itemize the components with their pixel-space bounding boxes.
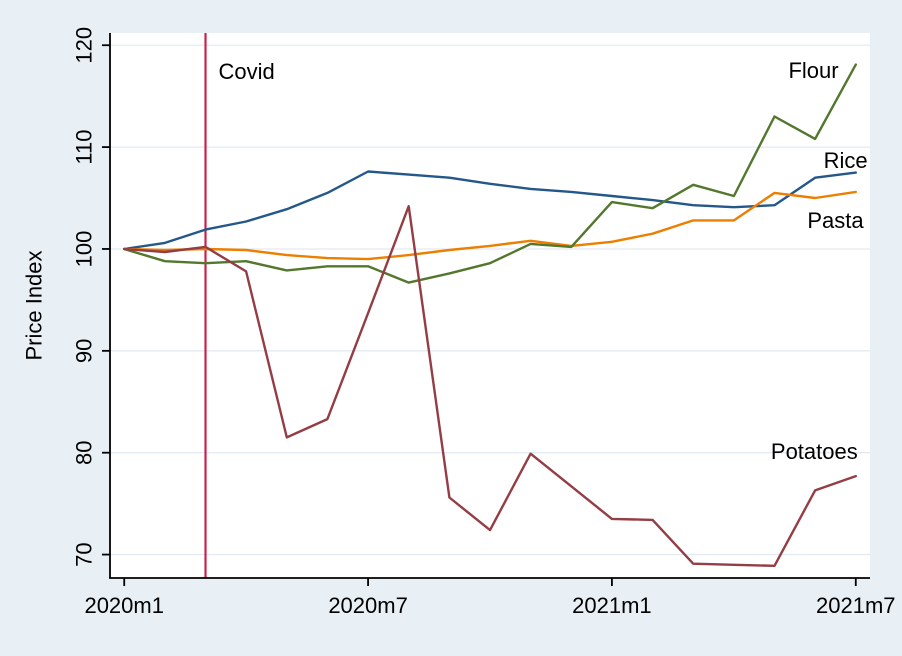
- line-potatoes: [122, 204, 857, 567]
- x-tick-label-2021m1: 2021m1: [572, 593, 652, 618]
- line-flour: [122, 63, 857, 284]
- y-tick-label-110: 110: [72, 130, 97, 165]
- axes: 70 80 90 100 110 120 2020m1 2020m7 2021m1 2021m7: [72, 27, 896, 618]
- x-tick-label-2020m7: 2020m7: [328, 593, 408, 618]
- y-tick-label-100: 100: [72, 231, 97, 268]
- series-label-pasta: Pasta: [807, 208, 864, 233]
- line-pasta: [122, 190, 857, 261]
- y-tick-label-70: 70: [72, 542, 97, 566]
- line-rice: [122, 170, 857, 251]
- x-tick-label-2020m1: 2020m1: [84, 593, 164, 618]
- series-label-potatoes: Potatoes: [771, 439, 858, 464]
- covid-label: Covid: [219, 59, 275, 84]
- series-label-rice: Rice: [824, 148, 868, 173]
- y-axis-title: Price Index: [22, 250, 47, 360]
- y-tick-label-120: 120: [72, 27, 97, 64]
- series-labels: Rice Pasta Flour Potatoes: [771, 58, 868, 464]
- series-label-flour: Flour: [788, 58, 838, 83]
- y-tick-label-90: 90: [72, 339, 97, 363]
- x-tick-label-2021m7: 2021m7: [816, 593, 896, 618]
- y-tick-label-80: 80: [72, 440, 97, 464]
- plot-area: [110, 33, 870, 578]
- series-lines: [122, 63, 857, 567]
